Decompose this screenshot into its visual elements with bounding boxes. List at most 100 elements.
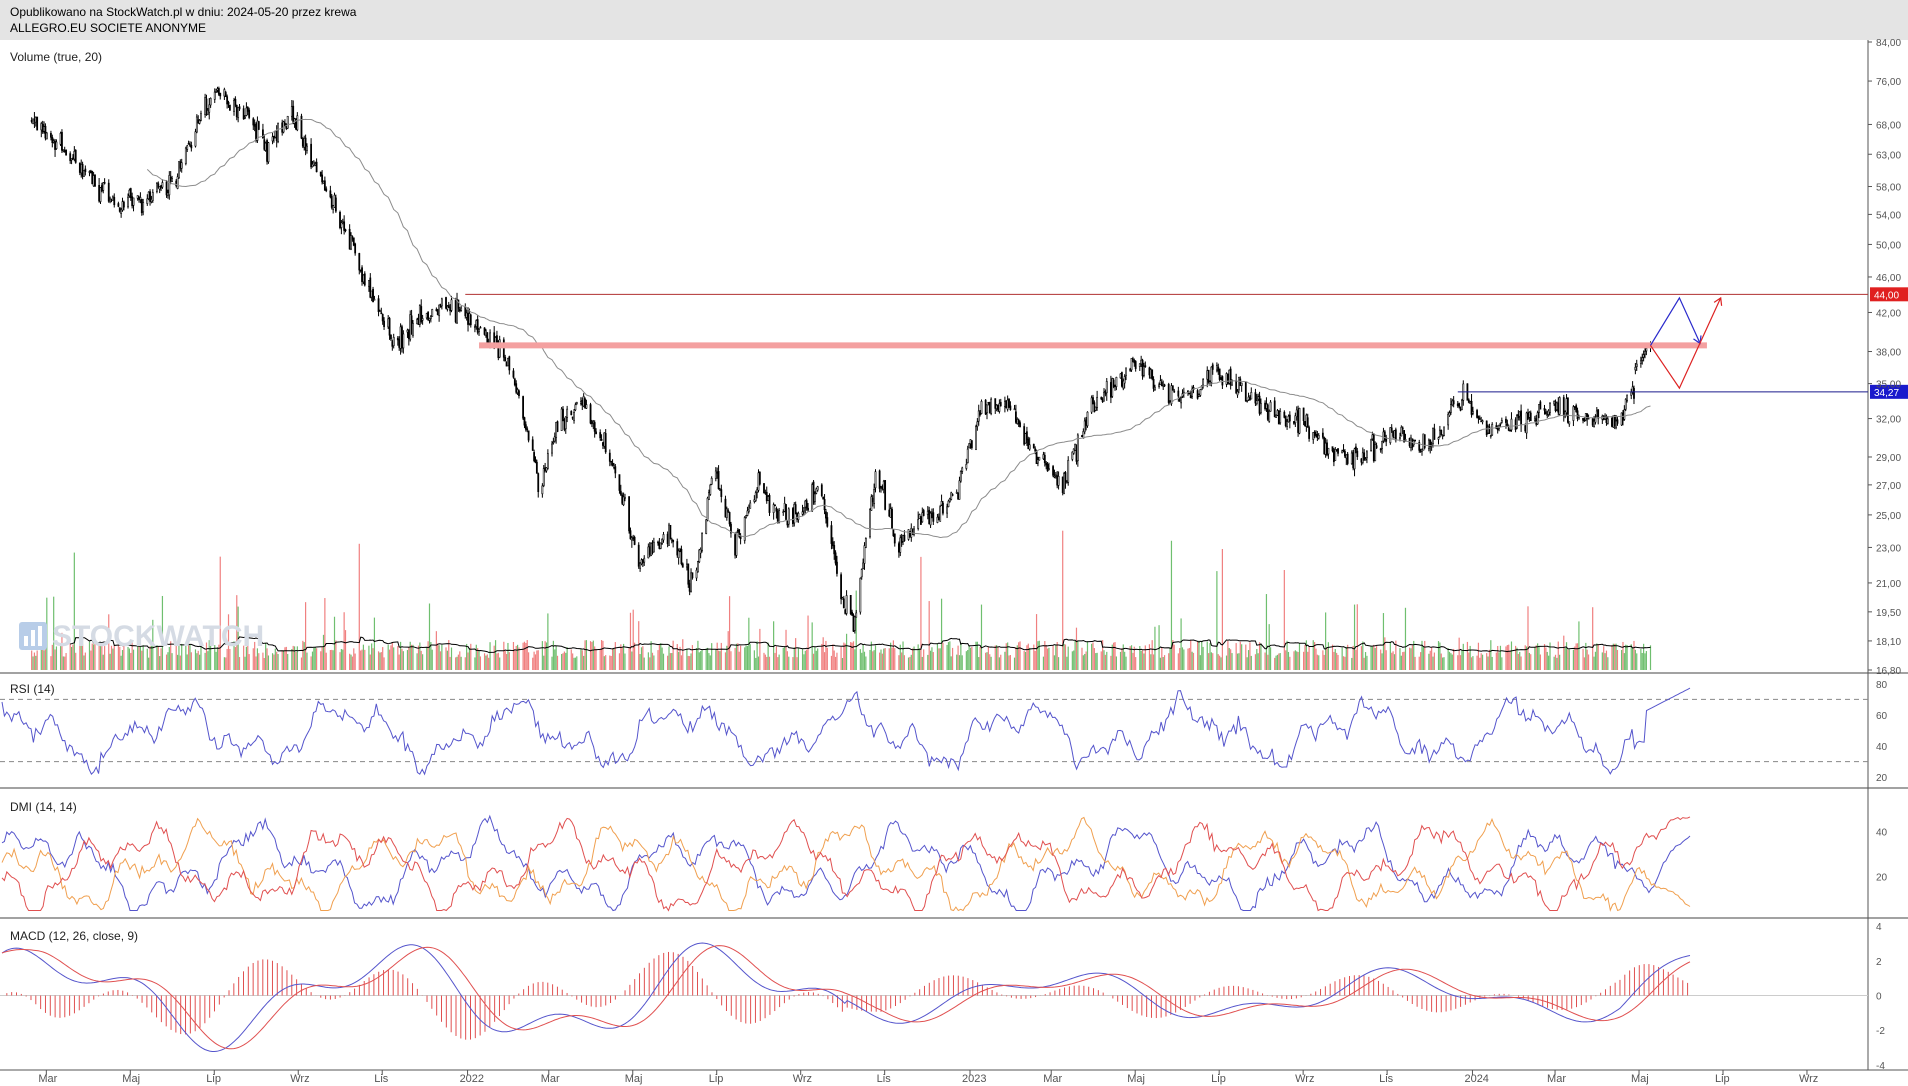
candle-body (1443, 426, 1445, 436)
price-tick-label: 27,00 (1876, 481, 1901, 492)
volume-bar (214, 645, 216, 670)
candle-body (84, 168, 87, 172)
volume-bar (600, 640, 603, 670)
candle-body (1499, 423, 1502, 425)
volume-bar (1574, 646, 1576, 670)
candle-body (613, 465, 615, 468)
candle-body (474, 326, 476, 328)
volume-bar (640, 647, 643, 670)
volume-bar (1325, 612, 1327, 670)
candle-body (242, 108, 245, 120)
volume-bar (515, 645, 517, 670)
volume-bar (273, 654, 275, 670)
candle-body (312, 161, 315, 166)
candle-body (1026, 431, 1028, 441)
candle-body (1202, 379, 1205, 386)
price-tick-label: 58,00 (1876, 183, 1901, 194)
candle-body (1469, 401, 1472, 404)
volume-bar (293, 646, 296, 670)
candle-body (650, 543, 653, 556)
candle-body (1363, 452, 1366, 461)
candle-body (1543, 408, 1546, 411)
candle-body (206, 110, 209, 115)
candle-body (63, 150, 66, 152)
candle-body (458, 309, 461, 312)
volume-bar (833, 650, 835, 670)
candle-body (1337, 448, 1339, 454)
volume-bar (248, 654, 250, 670)
volume-bar (840, 647, 842, 670)
candle-body (668, 524, 670, 546)
candle-body (926, 510, 929, 515)
volume-bar (1308, 646, 1310, 670)
volume-bar (971, 646, 973, 670)
candle-body (959, 470, 962, 482)
volume-bar (892, 640, 894, 670)
volume-bar (566, 647, 568, 670)
macd-signal-line (1, 945, 1691, 1050)
volume-bar (426, 647, 428, 670)
candle-body (479, 326, 482, 329)
candle-body (851, 611, 853, 616)
time-tick-label: Maj (122, 1073, 140, 1085)
candle-body (560, 408, 563, 431)
volume-bar (986, 652, 988, 670)
volume-bar (1246, 657, 1248, 670)
volume-bar (880, 649, 882, 670)
volume-bar (622, 643, 625, 670)
macd-line (1, 942, 1691, 1052)
volume-bar (717, 650, 720, 670)
volume-bar (1056, 642, 1058, 670)
candle-body (256, 120, 259, 141)
candle-body (1130, 358, 1133, 371)
candle-body (387, 318, 390, 328)
volume-bar (1038, 640, 1040, 670)
volume-bar (738, 651, 740, 670)
volume-bar (1497, 645, 1499, 670)
candle-body (45, 132, 48, 140)
volume-bar (1009, 655, 1011, 670)
volume-bar (304, 602, 307, 670)
volume-bar (470, 643, 472, 670)
volume-bar (547, 613, 549, 670)
volume-bar (667, 655, 669, 670)
volume-bar (1393, 654, 1396, 670)
volume-bar (485, 655, 487, 670)
candle-body (1573, 406, 1576, 409)
volume-bar (371, 643, 373, 670)
volume-bar (812, 653, 815, 670)
volume-bar (1274, 657, 1276, 670)
volume-bar (940, 598, 943, 670)
volume-moving-average (70, 636, 1651, 653)
price-tick-label: 18,10 (1876, 637, 1901, 648)
volume-bar (1254, 654, 1257, 670)
volume-bar (1440, 653, 1442, 670)
volume-bar (419, 642, 421, 670)
volume-bar (1260, 643, 1262, 670)
candle-body (83, 170, 85, 177)
candle-body (1005, 400, 1008, 409)
volume-bar (1052, 645, 1054, 670)
candle-body (454, 299, 457, 323)
volume-bar (207, 651, 209, 670)
volume-bar (1247, 650, 1250, 670)
volume-bar (1093, 648, 1095, 670)
volume-bar (61, 632, 63, 670)
candle-body (1356, 450, 1359, 457)
volume-bar (72, 644, 74, 670)
candle-body (1597, 409, 1600, 419)
volume-bar (150, 643, 153, 670)
candle-body (1642, 354, 1645, 358)
volume-bar (448, 640, 450, 670)
candle-body (516, 389, 519, 394)
volume-bar (73, 552, 75, 670)
volume-bars (31, 530, 1652, 670)
candle-body (633, 536, 636, 545)
candle-body (344, 229, 347, 232)
volume-bar (1356, 604, 1358, 670)
candle-body (169, 176, 172, 182)
candle-body (1092, 397, 1094, 405)
volume-bar (271, 653, 274, 670)
candle-body (641, 559, 644, 564)
candle-body (1024, 433, 1027, 444)
